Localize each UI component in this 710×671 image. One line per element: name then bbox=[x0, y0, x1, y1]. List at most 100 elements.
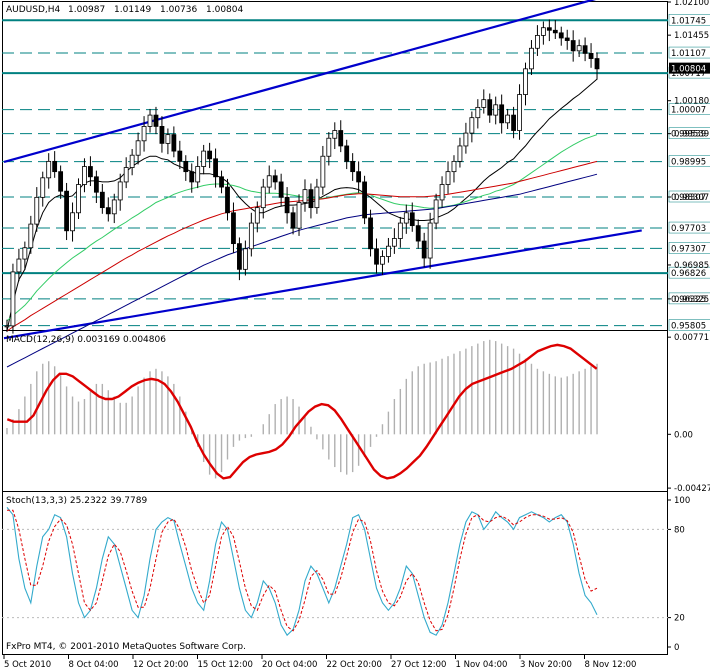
candle-body bbox=[159, 126, 165, 144]
level-label: 1.00717 bbox=[671, 69, 706, 79]
candle-body bbox=[481, 99, 487, 108]
macd-tick-label: 0.00771 bbox=[674, 333, 709, 343]
candle-body bbox=[320, 155, 326, 188]
level-label: 1.00007 bbox=[671, 106, 706, 116]
candle-body bbox=[28, 223, 34, 249]
candle-body bbox=[463, 132, 469, 147]
candle-body bbox=[4, 325, 10, 328]
level-label: 0.95805 bbox=[671, 322, 706, 332]
candle-body bbox=[296, 202, 302, 229]
candle-body bbox=[445, 171, 451, 185]
candle-body bbox=[570, 40, 576, 52]
candle-body bbox=[99, 191, 105, 209]
candle-body bbox=[421, 240, 427, 259]
stochastic-pane: 100 80 20 0 bbox=[2, 496, 690, 653]
candle-body bbox=[195, 166, 201, 183]
moving-average-line bbox=[6, 173, 598, 368]
candle-body bbox=[34, 196, 40, 225]
price-candles: 1.00804 bbox=[4, 19, 710, 334]
candle-body bbox=[588, 53, 594, 59]
candle-body bbox=[326, 137, 332, 157]
level-label-box bbox=[668, 221, 710, 234]
candle-body bbox=[582, 45, 588, 54]
candle-body bbox=[105, 207, 111, 215]
time-tick-label: 27 Oct 12:00 bbox=[391, 660, 446, 670]
time-tick-label: 5 Oct 2010 bbox=[4, 660, 51, 670]
candle-body bbox=[499, 104, 505, 124]
candle-body bbox=[380, 256, 385, 265]
candle-body bbox=[523, 68, 528, 95]
current-price-label: 1.00804 bbox=[671, 65, 706, 75]
candle-body bbox=[284, 196, 290, 214]
candle-body bbox=[52, 160, 58, 173]
level-label: 0.99539 bbox=[671, 130, 706, 140]
candle-body bbox=[564, 37, 570, 41]
symbol-label: AUDUSD,H4 bbox=[6, 5, 61, 15]
candle-body bbox=[189, 171, 195, 183]
price-tick-label: 0.98307 bbox=[674, 193, 709, 203]
candle-body bbox=[344, 145, 350, 162]
candle-body bbox=[237, 243, 242, 270]
ohlc-close: 1.00804 bbox=[206, 5, 243, 15]
candle-body bbox=[386, 245, 391, 257]
time-tick-label: 22 Oct 20:00 bbox=[327, 660, 382, 670]
level-label-box bbox=[668, 242, 710, 254]
time-tick-label: 3 Nov 20:00 bbox=[520, 660, 572, 670]
stoch-title: Stoch(13,3,3) 25.2322 39.7789 bbox=[6, 496, 147, 506]
ohlc-high: 1.01149 bbox=[114, 5, 151, 15]
candle-body bbox=[117, 181, 123, 201]
candle-body bbox=[397, 222, 403, 239]
candle-body bbox=[511, 114, 516, 131]
price-tick-label: 0.96985 bbox=[674, 261, 709, 271]
candle-body bbox=[350, 160, 356, 173]
candle-body bbox=[16, 258, 22, 273]
candle-body bbox=[469, 117, 475, 134]
moving-average-line bbox=[6, 134, 598, 322]
candle-body bbox=[427, 222, 433, 259]
ohlc-low: 1.00736 bbox=[160, 5, 197, 15]
candle-body bbox=[290, 212, 296, 229]
candle-body bbox=[457, 145, 463, 162]
candle-body bbox=[487, 99, 493, 116]
candle-body bbox=[439, 184, 445, 201]
macd-pane: 0.00771 0.00 -0.00427 bbox=[6, 333, 710, 494]
candle-body bbox=[82, 166, 87, 185]
candle-body bbox=[493, 104, 499, 116]
candle-body bbox=[374, 248, 379, 265]
stoch-tick-label: 80 bbox=[674, 525, 685, 535]
moving-average-line bbox=[6, 78, 598, 332]
level-label-box bbox=[668, 46, 710, 59]
candle-body bbox=[153, 114, 159, 127]
candle-body bbox=[278, 181, 284, 198]
time-tick-label: 12 Oct 20:00 bbox=[133, 660, 188, 670]
macd-signal-line bbox=[6, 343, 598, 480]
candle-body bbox=[558, 32, 564, 39]
candle-body bbox=[248, 222, 254, 250]
level-label-box bbox=[668, 266, 710, 279]
candle-body bbox=[201, 150, 207, 167]
level-label-box bbox=[668, 103, 710, 115]
candle-body bbox=[242, 248, 248, 270]
candle-body bbox=[231, 212, 236, 245]
stoch-tick-label: 0 bbox=[674, 643, 679, 653]
price-tick-label: 1.01455 bbox=[674, 31, 709, 41]
candle-body bbox=[302, 189, 308, 203]
price-tick-label: 0.96325 bbox=[674, 295, 709, 305]
candle-body bbox=[433, 199, 439, 224]
candle-body bbox=[475, 106, 481, 119]
candle-body bbox=[10, 271, 16, 327]
candle-body bbox=[225, 186, 230, 214]
candle-body bbox=[391, 238, 397, 247]
trend-channel bbox=[3, 0, 642, 340]
candle-body bbox=[111, 199, 117, 215]
candle-body bbox=[266, 175, 272, 188]
candle-body bbox=[403, 212, 409, 224]
price-tick-label: 1.00180 bbox=[674, 97, 709, 107]
candle-body bbox=[272, 175, 278, 183]
channel-upper-line bbox=[3, 0, 597, 163]
time-tick-label: 8 Oct 04:00 bbox=[69, 660, 119, 670]
candle-body bbox=[129, 154, 135, 168]
price-axis: 1.02100 1.01455 1.00180 0.99539 0.98307 0.969… bbox=[668, 0, 709, 305]
candle-body bbox=[356, 171, 362, 183]
